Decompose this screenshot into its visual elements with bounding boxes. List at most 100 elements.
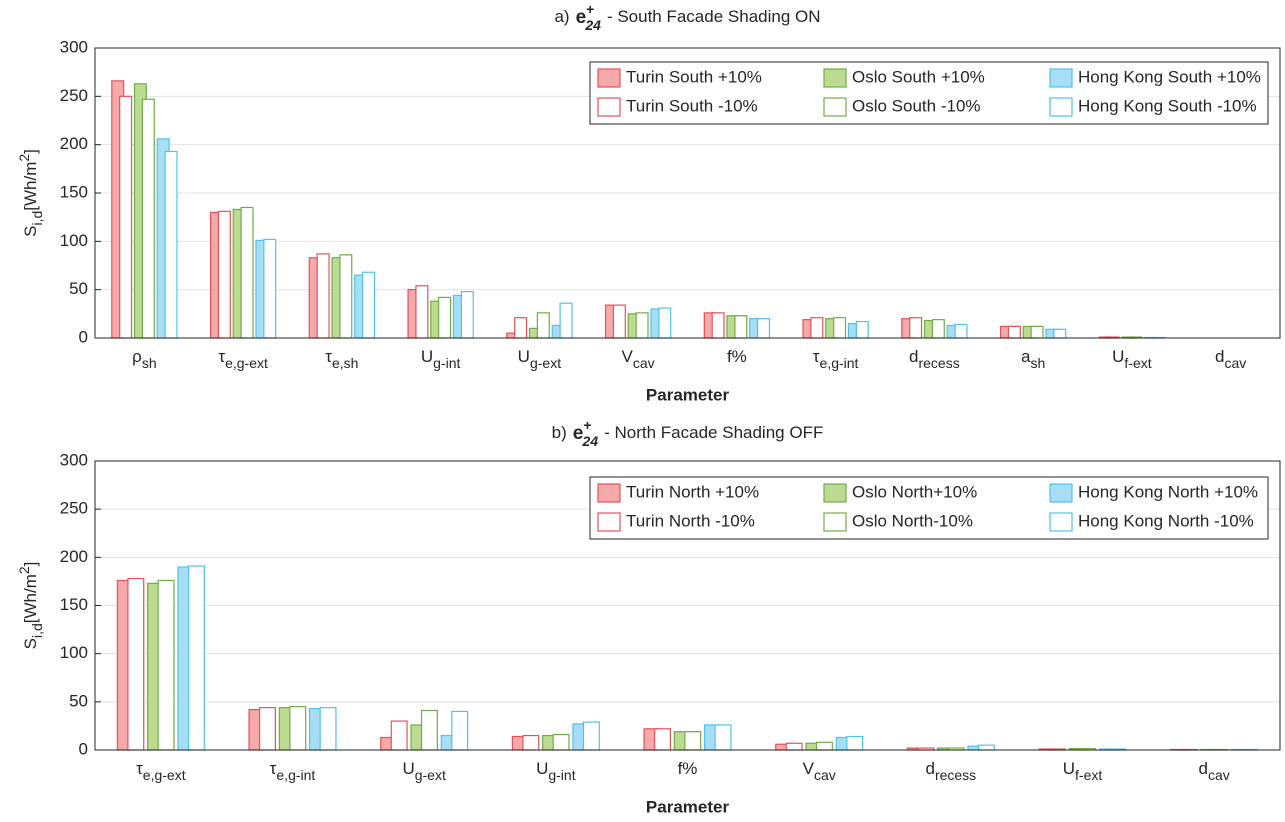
bar — [582, 721, 600, 751]
x-tick-label: τe,g-int — [270, 759, 316, 782]
bar — [977, 744, 995, 751]
x-tick-main: ρ — [132, 347, 142, 366]
x-tick-label: dcav — [1215, 347, 1246, 370]
bar — [734, 315, 748, 339]
y-label-sub: i,d — [29, 211, 45, 226]
legend-label: Oslo North-10% — [852, 511, 973, 530]
x-tick-main: d — [1215, 347, 1224, 366]
bar — [909, 317, 923, 339]
bar — [635, 312, 649, 339]
chart-title: b) e+ 24 - North Facade Shading OFF — [552, 417, 824, 449]
bar — [658, 307, 672, 339]
y-axis-label: Si,d[Wh/m2] — [16, 149, 45, 237]
legend-box — [589, 476, 1269, 540]
legend-swatch — [597, 483, 621, 503]
legend-label: Oslo North+10% — [852, 482, 977, 501]
legend-label: Hong Kong North +10% — [1078, 482, 1258, 501]
y-tick-label: 100 — [60, 643, 88, 662]
bar — [757, 318, 771, 339]
bar — [157, 579, 175, 751]
y-tick-label: 300 — [60, 37, 88, 56]
x-tick-label: Ug-int — [536, 759, 576, 782]
bar — [785, 742, 803, 751]
x-tick-sub: g-int — [548, 767, 575, 783]
bar — [316, 253, 330, 339]
x-tick-label: drecess — [909, 347, 960, 370]
bar — [460, 291, 474, 339]
legend-label: Hong Kong South -10% — [1078, 96, 1257, 115]
x-tick-label: τe,g-int — [813, 347, 859, 370]
bar — [141, 98, 155, 339]
x-tick-label: τe,g-ext — [218, 347, 268, 370]
legend-box — [589, 61, 1269, 125]
x-tick-label: f% — [727, 347, 747, 366]
legend-swatch — [597, 97, 621, 117]
bar — [362, 271, 376, 339]
bar — [810, 317, 824, 339]
bar — [240, 206, 254, 339]
legend-swatch — [1049, 483, 1073, 503]
y-label-sup: 2 — [16, 154, 32, 162]
bar — [420, 709, 438, 751]
x-tick-main: f% — [727, 347, 747, 366]
bar — [612, 304, 626, 339]
axes-box — [94, 47, 1281, 339]
x-tick-label: Uf-ext — [1112, 347, 1152, 370]
bar — [954, 323, 968, 339]
bar — [815, 741, 833, 751]
y-tick-label: 50 — [69, 279, 88, 298]
x-tick-main: τ — [270, 759, 277, 778]
y-label-main: S — [21, 638, 40, 649]
x-tick-main: U — [402, 759, 414, 778]
x-tick-sub: e,g-ext — [143, 767, 186, 783]
x-tick-main: τ — [813, 347, 820, 366]
y-tick-label: 250 — [60, 499, 88, 518]
bar — [217, 210, 231, 339]
x-tick-sub: recess — [918, 355, 959, 371]
x-tick-main: U — [421, 347, 433, 366]
x-tick-sub: cav — [1208, 767, 1230, 783]
bar — [833, 317, 847, 339]
legend-swatch — [1049, 68, 1073, 88]
bar — [846, 735, 864, 751]
y-tick-label: 150 — [60, 182, 88, 201]
y-tick-label: 200 — [60, 134, 88, 153]
bar — [164, 150, 178, 339]
y-label-main: S — [21, 226, 40, 237]
x-tick-main: d — [925, 759, 934, 778]
legend-swatch — [1049, 97, 1073, 117]
title-text: - North Facade Shading OFF — [604, 423, 823, 442]
x-tick-label: τe,sh — [325, 347, 358, 370]
x-tick-label: Ug-int — [421, 347, 461, 370]
x-tick-label: Ug-ext — [402, 759, 446, 782]
bar — [559, 302, 573, 339]
x-tick-main: U — [536, 759, 548, 778]
y-tick-label: 300 — [60, 450, 88, 469]
bar — [522, 734, 540, 751]
legend-label: Turin South -10% — [626, 96, 758, 115]
bar — [119, 95, 133, 339]
bar — [711, 312, 725, 339]
legend-swatch — [823, 483, 847, 503]
x-tick-main: τ — [218, 347, 225, 366]
bar — [263, 238, 277, 339]
axes-box — [94, 460, 1281, 751]
bar — [514, 317, 528, 339]
y-tick-label: 50 — [69, 691, 88, 710]
y-label-sub: i,d — [29, 623, 45, 638]
bar — [258, 707, 276, 751]
bar — [1053, 328, 1067, 339]
x-tick-sub: sh — [142, 355, 157, 371]
bar — [390, 720, 408, 751]
title-sub: 24 — [584, 17, 601, 33]
bar — [319, 707, 337, 751]
x-tick-main: f% — [678, 759, 698, 778]
x-tick-label: Vcav — [803, 759, 836, 782]
legend-swatch — [823, 68, 847, 88]
x-tick-label: f% — [678, 759, 698, 778]
y-tick-label: 250 — [60, 86, 88, 105]
bar — [415, 285, 429, 339]
bar — [1030, 325, 1044, 339]
legend-label: Turin South +10% — [626, 67, 762, 86]
bar — [289, 706, 307, 751]
